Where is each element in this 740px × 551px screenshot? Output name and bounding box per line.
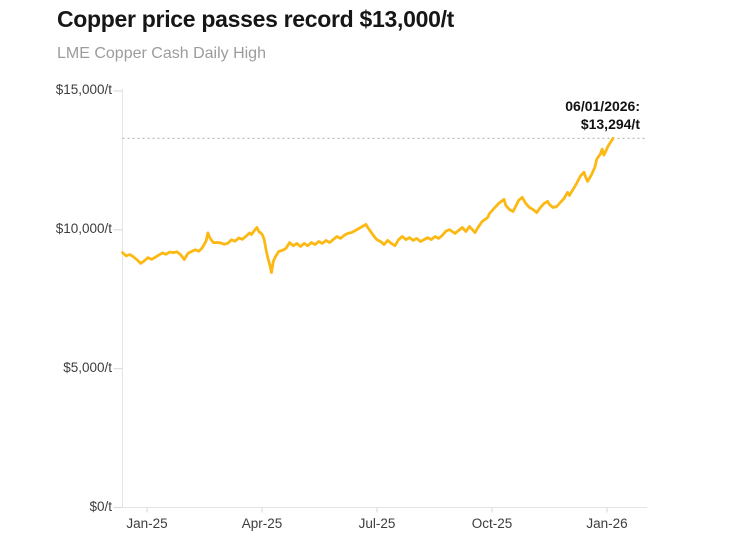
record-annotation: 06/01/2026: $13,294/t xyxy=(565,97,640,133)
y-axis-tick-label: $5,000/t xyxy=(63,359,112,375)
record-annotation-price: $13,294/t xyxy=(580,116,640,133)
record-annotation-date: 06/01/2026: xyxy=(565,98,640,114)
x-axis-tick-label: Apr-25 xyxy=(241,515,283,531)
y-axis-tick-label: $15,000/t xyxy=(55,82,112,97)
axis-tick-marks xyxy=(113,90,608,513)
x-axis-tick-label: Jul-25 xyxy=(358,515,396,531)
chart-subtitle: LME Copper Cash Daily High xyxy=(57,45,266,62)
copper-price-line xyxy=(121,137,615,274)
y-axis-tick-label: $10,000/t xyxy=(55,220,112,236)
x-axis-tick-label: Jan-26 xyxy=(586,515,628,531)
chart-title: Copper price passes record $13,000/t xyxy=(57,6,455,32)
x-axis-tick-label: Jan-25 xyxy=(126,515,168,531)
x-axis-tick-label: Oct-25 xyxy=(471,515,513,531)
y-axis-tick-label: $0/t xyxy=(89,498,112,514)
